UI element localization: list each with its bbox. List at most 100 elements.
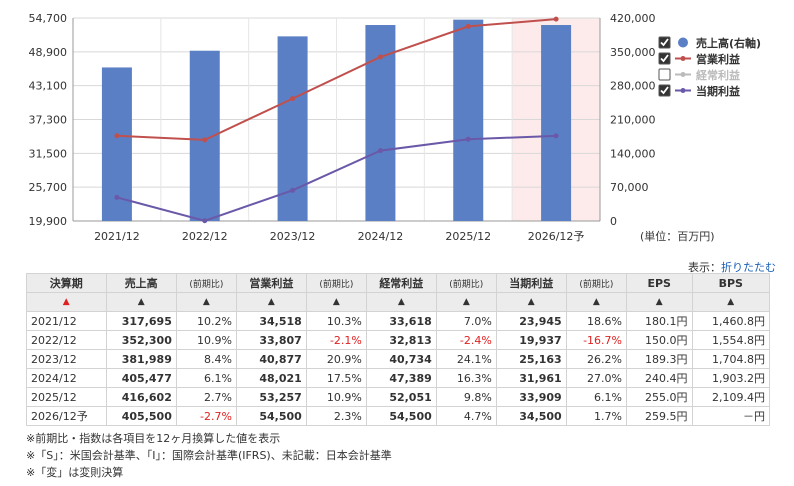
table-row: 2023/12 381,989 8.4% 40,877 20.9% 40,734 24.1%…	[26, 349, 770, 369]
table-cell: 2021/12	[26, 311, 107, 331]
table-cell: -2.7%	[175, 406, 237, 426]
table-cell: -16.7%	[565, 330, 627, 350]
legend-checkbox[interactable]	[658, 68, 671, 81]
table-cell: 2.3%	[305, 406, 367, 426]
table-row: 2024/12 405,477 6.1% 48,021 17.5% 47,389 16.3%…	[26, 368, 770, 388]
table-cell: 20.9%	[305, 349, 367, 369]
table-cell: 10.9%	[305, 387, 367, 407]
right-tick-label: 280,000	[610, 80, 656, 93]
table-row: 2026/12予 405,500 -2.7% 54,500 2.3% 54,500 4.7%…	[26, 406, 770, 426]
table-cell: 10.2%	[175, 311, 237, 331]
table-cell: 10.9%	[175, 330, 237, 350]
series-point	[553, 133, 559, 139]
series-line	[116, 134, 557, 222]
check-icon	[660, 54, 669, 63]
table-cell: 25,163	[495, 349, 567, 369]
series-point	[290, 187, 296, 193]
series-point	[377, 148, 383, 154]
series-point	[465, 23, 471, 29]
x-tick-label: 2026/12予	[528, 230, 585, 243]
table-cell: 2.7%	[175, 387, 237, 407]
table-cell: 40,877	[235, 349, 307, 369]
series-point	[377, 54, 383, 60]
series-point	[114, 133, 120, 139]
table-cell: 6.1%	[565, 387, 627, 407]
footnote: ※「変」は変則決算	[26, 466, 124, 479]
table-cell: 52,051	[365, 387, 437, 407]
sort-button[interactable]: ▲	[495, 292, 567, 312]
table-cell: 10.3%	[305, 311, 367, 331]
sort-button[interactable]: ▲	[565, 292, 627, 312]
table-cell: 2024/12	[26, 368, 107, 388]
table-cell: 48,021	[235, 368, 307, 388]
legend-label: 当期利益	[696, 84, 740, 98]
table-cell: 317,695	[105, 311, 177, 331]
legend-marker	[680, 72, 686, 77]
x-tick-label: 2021/12	[94, 230, 140, 243]
table-cell: 2025/12	[26, 387, 107, 407]
table-cell: 17.5%	[305, 368, 367, 388]
table-cell: 32,813	[365, 330, 437, 350]
bar	[365, 25, 396, 221]
table-cell: 16.3%	[435, 368, 497, 388]
footnote: ※前期比・指数は各項目を12ヶ月換算した値を表示	[26, 432, 281, 445]
table-cell: 53,257	[235, 387, 307, 407]
table-cell: 31,961	[495, 368, 567, 388]
column-header: 売上高	[105, 273, 177, 293]
table-cell: 1,704.8円	[691, 349, 770, 369]
unit-label: (単位：百万円)	[640, 230, 715, 243]
right-tick-label: 210,000	[610, 114, 656, 127]
column-header: (前期比)	[175, 273, 237, 293]
footnote: ※「S」：米国会計基準、「I」：国際会計基準(IFRS)、未記載：日本会計基準	[26, 449, 392, 462]
collapse-link[interactable]: 折りたたむ	[721, 261, 776, 274]
table-cell: 40,734	[365, 349, 437, 369]
sort-button[interactable]: ▲	[305, 292, 367, 312]
sort-button[interactable]: ▲	[691, 292, 770, 312]
table-cell: 150.0円	[625, 330, 693, 350]
table-cell: 2,109.4円	[691, 387, 770, 407]
sort-button[interactable]: ▲	[175, 292, 237, 312]
series-point	[290, 96, 296, 102]
display-toggle-row: 表示：折りたたむ	[688, 259, 776, 275]
table-cell: 1,554.8円	[691, 330, 770, 350]
table-header-row: 決算期 売上高 (前期比) 営業利益 (前期比) 経常利益 (前期比) 当期利益 (前期比) EP…	[26, 273, 770, 293]
sort-button[interactable]: ▲	[235, 292, 307, 312]
sort-button[interactable]: ▲	[365, 292, 437, 312]
x-tick-label: 2025/12	[445, 230, 491, 243]
column-header: (前期比)	[435, 273, 497, 293]
footnotes: ※前期比・指数は各項目を12ヶ月換算した値を表示 ※「S」：米国会計基準、「I」…	[26, 430, 392, 481]
column-header: BPS	[691, 273, 770, 293]
x-tick-label: 2022/12	[182, 230, 228, 243]
sort-button[interactable]: ▲	[105, 292, 177, 312]
display-label: 表示：	[688, 261, 721, 274]
series-line	[116, 18, 557, 141]
table-cell: －円	[691, 406, 770, 426]
legend-label: 営業利益	[696, 52, 740, 66]
table-cell: 381,989	[105, 349, 177, 369]
table-cell: 34,518	[235, 311, 307, 331]
column-header: EPS	[625, 273, 693, 293]
column-header: (前期比)	[565, 273, 627, 293]
table-cell: 1,460.8円	[691, 311, 770, 331]
table-cell: 1.7%	[565, 406, 627, 426]
legend-label: 売上高(右軸)	[696, 36, 761, 50]
column-header: 当期利益	[495, 273, 567, 293]
table-cell: 27.0%	[565, 368, 627, 388]
right-tick-label: 0	[610, 215, 617, 228]
table-row: 2022/12 352,300 10.9% 33,807 -2.1% 32,813 -2.4…	[26, 330, 770, 350]
sort-button[interactable]: ▲	[435, 292, 497, 312]
table-cell: 189.3円	[625, 349, 693, 369]
table-cell: 352,300	[105, 330, 177, 350]
table-cell: 240.4円	[625, 368, 693, 388]
left-tick-label: 25,700	[29, 181, 68, 194]
table-cell: 24.1%	[435, 349, 497, 369]
sort-button[interactable]: ▲	[625, 292, 693, 312]
table-cell: 416,602	[105, 387, 177, 407]
left-tick-label: 31,500	[29, 147, 68, 160]
check-icon	[660, 38, 669, 47]
table-cell: 34,500	[495, 406, 567, 426]
sort-button[interactable]: ▲	[26, 292, 107, 312]
table-cell: 2026/12予	[26, 406, 107, 426]
series-point	[202, 137, 208, 143]
series-point	[202, 218, 208, 224]
